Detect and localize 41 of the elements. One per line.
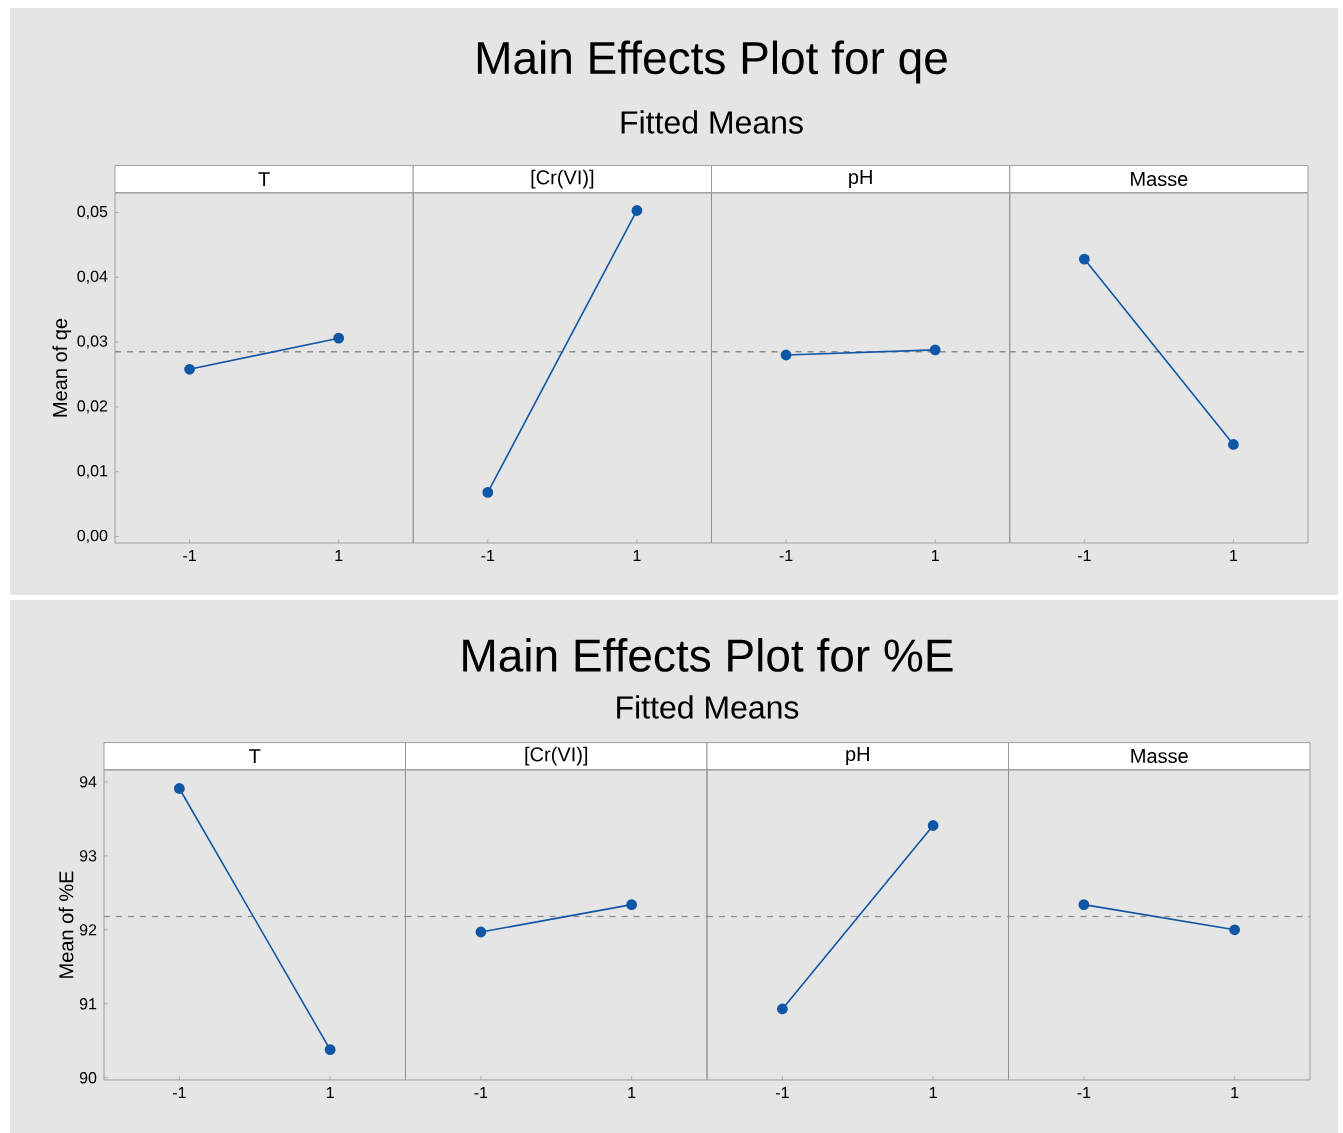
y-tick-label: 93 [79,850,97,862]
y-tick-label: 94 [79,776,97,788]
x-axis-title: pH [849,170,872,189]
x-tick-label: -1 [779,550,793,562]
y-tick-label: 92 [79,924,97,936]
y-axis-title: Mean of %E [58,871,74,978]
text: Fitted Means [621,110,803,134]
x-tick-label: 1 [628,1087,636,1099]
x-axis-title: pH [846,747,869,766]
x-tick-label: 1 [1230,550,1238,562]
x-tick-label: -1 [1077,550,1091,562]
x-tick-label: 1 [335,550,343,562]
x-tick-label: 1 [326,1087,334,1099]
x-axis-title: T [258,172,270,186]
x-tick-label: -1 [172,1087,186,1099]
x-axis-title: Masse [1131,749,1188,764]
x-tick-label: -1 [775,1087,789,1099]
x-tick-label: 1 [633,550,641,562]
text: Fitted Means [617,695,799,719]
y-tick-label: 0,00 [77,529,108,544]
y-tick-label: 0,03 [77,335,108,349]
y-tick-label: 0,05 [77,205,108,220]
x-tick-label: -1 [481,550,495,562]
y-tick-label: 0,01 [77,465,108,479]
x-axis-title: [Cr(VI)] [531,169,594,189]
y-tick-label: 0,04 [77,270,108,284]
x-axis-title: Masse [1131,172,1188,187]
y-tick-label: 91 [79,998,97,1010]
text: Main Effects Plot for qe [477,40,947,84]
y-tick-label: 90 [79,1072,97,1084]
x-tick-label: -1 [1077,1087,1091,1099]
text: Main Effects Plot for %E [463,638,953,672]
x-axis-title: T [249,749,261,763]
x-tick-label: -1 [474,1087,488,1099]
x-tick-label: -1 [183,550,196,562]
x-tick-label: 1 [931,550,939,562]
x-tick-label: 1 [1231,1087,1239,1099]
y-axis-title: Mean of qe [52,318,72,417]
y-tick-label: 0,02 [77,400,108,414]
x-axis-title: [Cr(VI)] [525,746,588,766]
x-tick-label: 1 [929,1087,937,1099]
